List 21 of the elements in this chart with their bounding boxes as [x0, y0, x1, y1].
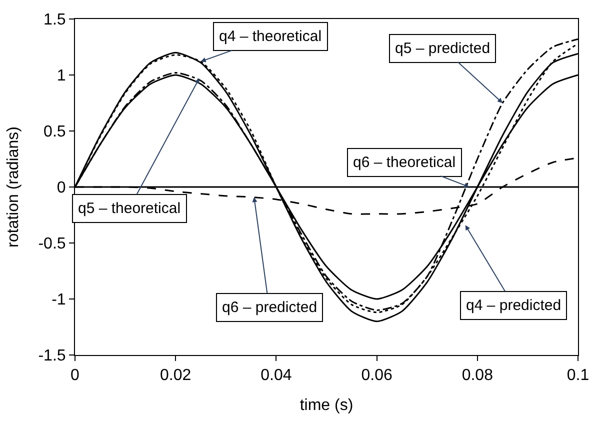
y-tick-label: -0.5 — [38, 236, 66, 253]
x-tick-label: 0.1 — [566, 367, 590, 384]
annotation: q5 – theoretical — [78, 200, 181, 217]
y-tick-label: 1.5 — [44, 12, 66, 29]
annotation: q4 – predicted — [466, 297, 562, 314]
annotation: q5 – predicted — [395, 40, 490, 57]
x-tick-label: 0.06 — [361, 367, 392, 384]
y-tick-label: 0 — [56, 180, 66, 197]
annotation: q4 – theoretical — [219, 28, 322, 45]
y-tick-label: 1 — [56, 68, 66, 85]
y-tick-label: -1.5 — [38, 348, 66, 365]
x-tick-label: 0.02 — [160, 367, 192, 384]
annotation: q6 – theoretical — [353, 154, 456, 171]
x-tick-label: 0 — [70, 367, 80, 384]
x-tick-label: 0.08 — [462, 367, 494, 384]
annotation: q6 – predicted — [222, 299, 318, 316]
y-tick-label: -1 — [52, 292, 66, 309]
y-tick-label: 0.5 — [44, 124, 66, 141]
y-axis-title: rotation (radians) — [5, 126, 22, 248]
x-tick-label: 0.04 — [260, 367, 292, 384]
x-axis-title: time (s) — [300, 396, 354, 414]
